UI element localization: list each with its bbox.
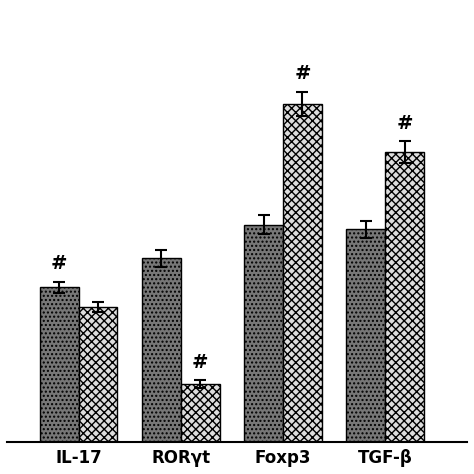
Text: #: #: [294, 64, 310, 83]
Text: #: #: [51, 254, 67, 273]
Text: #: #: [396, 114, 413, 133]
Bar: [244, 225, 283, 442]
Bar: [385, 152, 424, 442]
Bar: [181, 384, 219, 442]
Bar: [79, 307, 118, 442]
Bar: [283, 104, 322, 442]
Bar: [142, 258, 181, 442]
Bar: [40, 287, 79, 442]
Bar: [346, 229, 385, 442]
Text: #: #: [192, 353, 209, 372]
